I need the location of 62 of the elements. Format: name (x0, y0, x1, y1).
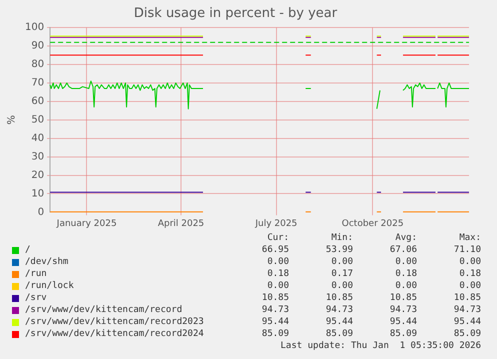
x-tick-label: April 2025 (158, 218, 204, 229)
y-tick-label: 50 (31, 114, 44, 126)
y-tick-label: 20 (31, 170, 44, 181)
text: 94.73 (388, 304, 417, 316)
x-tick-label: July 2025 (254, 218, 298, 229)
text: 71.10 (452, 244, 481, 256)
text: 66.95 (260, 244, 289, 256)
text: 95.44 (324, 316, 353, 328)
y-tick-label: 90 (31, 40, 44, 52)
x-tick-label: October 2025 (342, 218, 404, 229)
text: Last update: Thu Jan 1 05:35:00 2026 (280, 340, 481, 352)
legend-label: /srv/www/dev/kittencam/record2024 (25, 328, 205, 340)
y-tick-label: 80 (31, 59, 44, 70)
text: 0.00 (458, 256, 481, 268)
text: 85.09 (260, 328, 289, 340)
legend-label: /srv/www/dev/kittencam/record (25, 304, 184, 316)
text: 94.73 (452, 304, 481, 316)
legend-label: /run (25, 268, 48, 280)
text: 10.85 (388, 292, 417, 304)
y-tick-label: 40 (31, 132, 44, 144)
text: 94.73 (260, 304, 289, 316)
text: 85.09 (452, 328, 481, 340)
text: 0.00 (266, 280, 289, 292)
text: 53.99 (324, 244, 353, 256)
y-tick-label: 10 (31, 188, 44, 200)
text: 67.06 (388, 244, 417, 256)
text: 10.85 (324, 292, 353, 304)
chart-title: Disk usage in percent - by year (134, 6, 338, 22)
text: 85.09 (388, 328, 417, 340)
text: 95.44 (388, 316, 417, 328)
text: 95.44 (452, 316, 481, 328)
text: 0.17 (330, 268, 353, 280)
text: 0.00 (458, 280, 481, 292)
legend-label: /srv (25, 292, 48, 304)
text: Max: (458, 232, 481, 244)
text: 0.00 (266, 256, 289, 268)
text: 0.18 (394, 268, 417, 280)
y-axis-title: % (6, 115, 18, 125)
x-tick-label: January 2025 (56, 218, 117, 229)
text: Min: (330, 232, 353, 244)
text: 0.00 (330, 280, 353, 292)
y-tick-label: 60 (31, 96, 44, 108)
legend-label: /srv/www/dev/kittencam/record2023 (25, 316, 205, 328)
y-tick-label: 100 (24, 22, 44, 34)
text: 0.18 (458, 268, 481, 280)
text: Avg: (394, 232, 417, 244)
text: 10.85 (452, 292, 481, 304)
y-tick-label: 30 (31, 151, 44, 162)
text: 0.00 (394, 256, 417, 268)
text: 0.18 (266, 268, 289, 280)
text: 10.85 (260, 292, 289, 304)
text: 95.44 (260, 316, 289, 328)
text: 94.73 (324, 304, 353, 316)
legend-label: /dev/shm (25, 256, 70, 268)
text: 0.00 (394, 280, 417, 292)
legend-label: /run/lock (25, 280, 75, 292)
text: Cur: (266, 232, 289, 244)
y-tick-label: 0 (38, 206, 44, 218)
legend-label: / (25, 244, 32, 256)
text: 85.09 (324, 328, 353, 340)
text: 0.00 (330, 256, 353, 268)
y-tick-label: 70 (31, 78, 44, 89)
